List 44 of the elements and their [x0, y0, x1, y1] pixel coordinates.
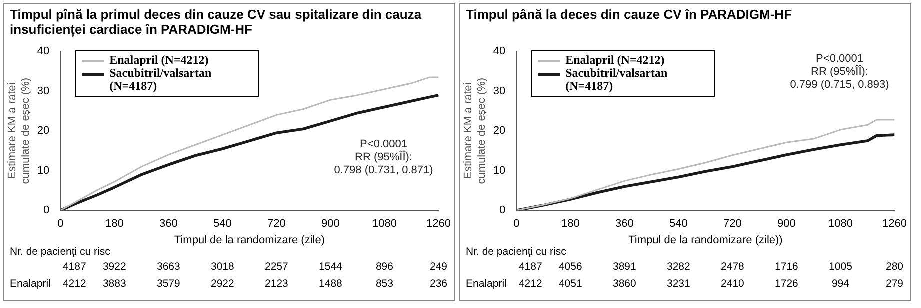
y-tick-label: 40	[37, 46, 50, 58]
x-axis-title: Timpul de la randomizare (zile)	[174, 234, 325, 246]
x-tick-label: 1080	[372, 218, 397, 230]
legend-label: Enalapril (N=4212)	[566, 52, 665, 67]
x-tick-label: 1260	[426, 218, 452, 230]
chart-title: Timpul pînă la primul deces din cauze CV sau spitalizare din cauza insuficienței cardiace în PARADIGM-HF	[9, 6, 423, 39]
x-tick-label: 900	[322, 218, 340, 230]
x-tick-label: 900	[778, 218, 796, 230]
x-tick-label: 720	[724, 218, 742, 230]
text: Enalapril 4212 3883 3579 2922 2123 1488 853 236	[10, 278, 448, 290]
legend-label: Sacubitril/valsartan (N=4187)	[110, 66, 213, 93]
y-tick-label: 40	[493, 46, 506, 58]
y-tick-label: 0	[44, 204, 50, 217]
y-tick-label: 10	[37, 164, 50, 177]
chart-title: Timpul până la deces din cauze CV în PARADIGM-HF	[465, 6, 794, 24]
x-tick-label: 540	[214, 218, 232, 230]
y-tick-label: 30	[493, 85, 506, 98]
text: Nr. de pacienți cu risc	[466, 246, 566, 258]
y-tick-label: 20	[37, 125, 50, 138]
annotation: P<0.0001 RR (95%ÎÎ): 0.799 (0.715, 0.893)	[790, 53, 890, 92]
x-tick-label: 1080	[828, 218, 853, 230]
text: 4187 3922 3663 3018 2257 1544 896 249	[62, 261, 448, 273]
x-tick-label: 180	[561, 218, 580, 230]
x-tick-label: 1260	[882, 218, 908, 230]
x-tick-label: 540	[670, 218, 688, 230]
x-tick-label: 720	[268, 218, 286, 230]
y-tick-label: 0	[500, 204, 506, 217]
x-tick-label: 360	[159, 218, 178, 230]
text: Enalapril 4212 4051 3860 3231 2410 1726 994 279	[466, 278, 904, 290]
y-tick-label: 20	[493, 125, 506, 138]
x-tick-label: 360	[615, 218, 634, 230]
x-tick-label: 0	[514, 218, 520, 230]
y-axis-title: Estimare KM a ratei cumulate de eșec (%)	[6, 78, 32, 184]
annotation: P<0.0001 RR (95%ÎÎ): 0.798 (0.731, 0.871)	[334, 138, 434, 177]
y-axis-title: Estimare KM a ratei cumulate de eșec (%)	[462, 78, 488, 184]
text: 4187 4056 3891 3282 2478 1716 1005 280	[518, 261, 904, 273]
legend-label: Enalapril (N=4212)	[110, 52, 209, 67]
x-tick-label: 0	[58, 218, 64, 230]
text: Nr. de pacienți cu risc	[10, 246, 110, 258]
legend-label: Sacubitril/valsartan (N=4187)	[566, 66, 669, 93]
x-axis-title: Timpul de la randomizare (zile))	[628, 234, 783, 246]
y-tick-label: 30	[37, 85, 50, 98]
x-tick-label: 180	[105, 218, 124, 230]
y-tick-label: 10	[493, 164, 506, 177]
